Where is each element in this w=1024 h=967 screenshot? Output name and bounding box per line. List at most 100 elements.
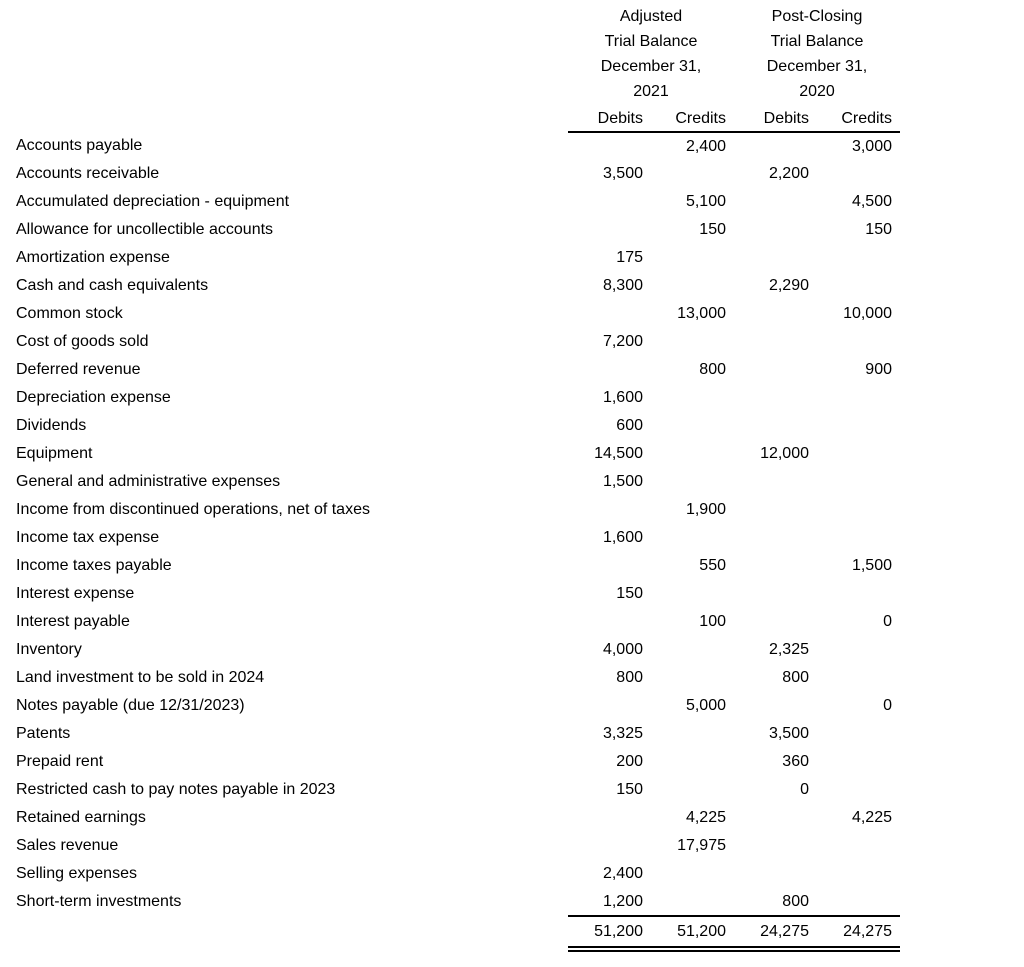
account-name: Patents: [16, 725, 71, 742]
value-cell: [734, 244, 817, 272]
value-cell: 150: [616, 585, 643, 602]
table-row: Short-term investments 1,200 800: [16, 888, 900, 916]
value-cell: [568, 552, 651, 580]
value-cell: [734, 524, 817, 552]
table-row: Land investment to be sold in 2024 800 800: [16, 664, 900, 692]
value-cell: [817, 468, 900, 496]
account-column-header-spacer: [16, 105, 568, 132]
account-name: Income tax expense: [16, 529, 160, 546]
value-cell: 3,500: [602, 165, 643, 182]
value-cell: [734, 832, 817, 860]
value-cell: 550: [699, 557, 726, 574]
value-cell: 150: [699, 221, 726, 238]
col-header-adjusted-credits: Credits: [651, 105, 734, 133]
value-cell: [817, 748, 900, 776]
value-cell: [734, 356, 817, 384]
value-cell: [734, 412, 817, 440]
value-cell: 900: [865, 361, 892, 378]
table-row: Allowance for uncollectible accounts 150 1…: [16, 216, 900, 244]
value-cell: [817, 776, 900, 804]
value-cell: [568, 188, 651, 216]
value-cell: [651, 328, 734, 356]
account-name: Depreciation expense: [16, 389, 171, 406]
account-name: Retained earnings: [16, 809, 146, 826]
table-row: Interest expense 150: [16, 580, 900, 608]
account-name: Interest expense: [16, 585, 135, 602]
value-cell: 4,500: [851, 193, 892, 210]
value-cell: 1,200: [602, 892, 643, 910]
account-name: Prepaid rent: [16, 753, 104, 770]
table-row: Accumulated depreciation - equipment 5,10…: [16, 188, 900, 216]
group-header-line: December 31,: [766, 58, 868, 75]
value-cell: [568, 300, 651, 328]
value-cell: [734, 804, 817, 832]
value-cell: [651, 748, 734, 776]
value-cell: [651, 524, 734, 552]
trial-balance-table: Adjusted Trial Balance December 31, 2021…: [16, 4, 900, 952]
account-name: Deferred revenue: [16, 361, 141, 378]
table-row: Cost of goods sold 7,200: [16, 328, 900, 356]
value-cell: 100: [699, 613, 726, 630]
value-cell: [734, 496, 817, 524]
group-header-line: 2020: [799, 83, 835, 100]
value-cell: 3,500: [768, 725, 809, 742]
group-header-line: Adjusted: [619, 8, 683, 25]
col-header-adjusted-debits: Debits: [568, 105, 651, 133]
value-cell: [817, 384, 900, 412]
account-name: Land investment to be sold in 2024: [16, 669, 265, 686]
table-row: Inventory 4,000 2,325: [16, 636, 900, 664]
value-cell: 12,000: [760, 445, 809, 462]
value-cell: [651, 384, 734, 412]
value-cell: 14,500: [594, 445, 643, 462]
table-row: General and administrative expenses 1,500: [16, 468, 900, 496]
account-name: Dividends: [16, 417, 87, 434]
value-cell: 150: [865, 221, 892, 238]
value-cell: [817, 888, 900, 916]
value-cell: [568, 608, 651, 636]
account-name: Notes payable (due 12/31/2023): [16, 697, 245, 714]
account-name: Sales revenue: [16, 837, 119, 854]
group-header-line: 2021: [633, 83, 669, 100]
value-cell: 800: [699, 361, 726, 378]
table-row: Cash and cash equivalents 8,300 2,290: [16, 272, 900, 300]
value-cell: 800: [782, 669, 809, 686]
account-name: Interest payable: [16, 613, 130, 630]
account-name: Accounts receivable: [16, 165, 160, 182]
value-cell: [817, 524, 900, 552]
account-name: Selling expenses: [16, 865, 137, 882]
value-cell: [817, 720, 900, 748]
value-cell: [651, 468, 734, 496]
value-cell: 150: [616, 781, 643, 798]
value-cell: [651, 580, 734, 608]
account-name: Amortization expense: [16, 249, 170, 266]
group-header-line: Post-Closing: [771, 8, 863, 25]
value-cell: [817, 160, 900, 188]
value-cell: [651, 664, 734, 692]
value-cell: [568, 692, 651, 720]
value-cell: [651, 272, 734, 300]
value-cell: [734, 300, 817, 328]
value-cell: 2,400: [685, 137, 726, 155]
value-cell: 17,975: [677, 837, 726, 854]
table-row: Prepaid rent 200 360: [16, 748, 900, 776]
value-cell: [817, 580, 900, 608]
account-name: Allowance for uncollectible accounts: [16, 221, 274, 238]
account-name: Accounts payable: [16, 137, 143, 154]
value-cell: 4,000: [602, 641, 643, 658]
table-row: Income from discontinued operations, net…: [16, 496, 900, 524]
value-cell: 1,600: [602, 389, 643, 406]
account-name: Common stock: [16, 305, 123, 322]
value-cell: [817, 272, 900, 300]
account-name: Cash and cash equivalents: [16, 277, 209, 294]
group-header-line: Trial Balance: [604, 33, 698, 50]
value-cell: 5,100: [685, 193, 726, 210]
value-cell: [734, 608, 817, 636]
account-name: Accumulated depreciation - equipment: [16, 193, 290, 210]
value-cell: [817, 496, 900, 524]
column-group-adjusted-trial-balance: Adjusted Trial Balance December 31, 2021: [568, 4, 734, 105]
value-cell: 800: [616, 669, 643, 686]
total-postclosing-credits: 24,275: [817, 915, 900, 952]
value-cell: [734, 384, 817, 412]
value-cell: 0: [883, 697, 892, 714]
value-cell: [734, 328, 817, 356]
